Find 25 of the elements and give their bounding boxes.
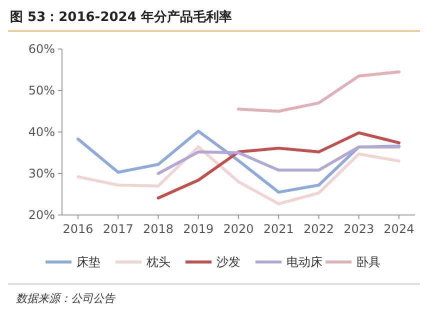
x-tick-label: 2021 [263, 222, 294, 236]
x-tick-label: 2024 [384, 222, 414, 236]
line-series [237, 70, 400, 113]
chart-title: 图 53：2016-2024 年分产品毛利率 [10, 9, 232, 25]
y-tick-label: 40% [28, 125, 55, 140]
line-series [156, 131, 400, 200]
y-tick-label: 20% [28, 208, 55, 222]
x-tick-label: 2016 [62, 222, 94, 236]
x-tick-label: 2019 [183, 222, 214, 236]
y-tick-label: 30% [28, 166, 55, 181]
legend-label: 卧具 [356, 255, 380, 270]
x-tick-label: 2020 [223, 222, 254, 236]
x-tick-label: 2017 [102, 222, 134, 236]
legend-label: 电动床 [286, 255, 322, 270]
x-tick-label: 2022 [303, 222, 334, 236]
source-note: 数据来源：公司公告 [16, 292, 116, 305]
line-series [76, 145, 400, 206]
x-tick-label: 2018 [143, 222, 174, 236]
legend-label: 床垫 [76, 255, 100, 270]
legend-label: 沙发 [216, 255, 240, 270]
y-tick-label: 60% [28, 42, 55, 56]
legend-label: 枕头 [146, 255, 170, 270]
y-tick-label: 50% [28, 84, 55, 98]
line-series [156, 145, 400, 175]
x-tick-label: 2023 [344, 222, 374, 236]
